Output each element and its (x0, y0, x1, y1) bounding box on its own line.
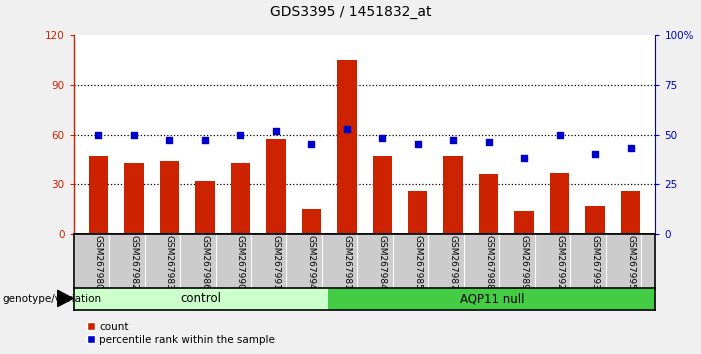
Bar (408, 191, 428, 234)
Text: GDS3395 / 1451832_at: GDS3395 / 1451832_at (270, 5, 431, 19)
Text: GSM267993: GSM267993 (591, 235, 599, 290)
Bar (301, 209, 321, 234)
Point (93, 132, 104, 137)
Point (341, 126, 353, 131)
Text: GSM267991: GSM267991 (271, 235, 280, 290)
Text: GSM267984: GSM267984 (378, 235, 387, 290)
Bar (372, 156, 392, 234)
Point (270, 128, 281, 133)
Text: GSM267980: GSM267980 (94, 235, 103, 290)
Legend: count, percentile rank within the sample: count, percentile rank within the sample (82, 317, 279, 349)
Text: AQP11 null: AQP11 null (460, 292, 524, 305)
Bar (550, 172, 569, 234)
Text: GSM267988: GSM267988 (484, 235, 494, 290)
Point (164, 138, 175, 143)
Text: GSM267994: GSM267994 (307, 235, 316, 290)
Point (448, 138, 459, 143)
Text: GSM267992: GSM267992 (555, 235, 564, 290)
Point (128, 132, 139, 137)
Bar (74, 288, 328, 310)
Point (590, 152, 601, 157)
Bar (231, 162, 250, 234)
Bar (89, 156, 108, 234)
Text: genotype/variation: genotype/variation (2, 294, 101, 304)
Text: GSM267982: GSM267982 (130, 235, 138, 290)
Point (519, 155, 530, 161)
Point (625, 145, 637, 151)
Bar (479, 174, 498, 234)
Bar (515, 211, 534, 234)
Point (483, 139, 494, 145)
Bar (621, 191, 640, 234)
Bar (266, 139, 285, 234)
Bar (160, 161, 179, 234)
Bar (337, 60, 357, 234)
Point (412, 142, 423, 147)
Text: GSM267989: GSM267989 (519, 235, 529, 290)
Text: GSM267981: GSM267981 (342, 235, 351, 290)
Point (199, 138, 210, 143)
Text: GSM267990: GSM267990 (236, 235, 245, 290)
Point (235, 132, 246, 137)
Text: GSM267986: GSM267986 (200, 235, 210, 290)
Bar (585, 206, 605, 234)
Bar (195, 181, 215, 234)
Text: GSM267987: GSM267987 (449, 235, 458, 290)
Bar (444, 156, 463, 234)
Point (554, 132, 565, 137)
Polygon shape (57, 290, 73, 307)
Text: GSM267985: GSM267985 (413, 235, 422, 290)
Bar (328, 288, 655, 310)
Text: GSM267995: GSM267995 (626, 235, 635, 290)
Bar (124, 162, 144, 234)
Text: GSM267983: GSM267983 (165, 235, 174, 290)
Text: control: control (180, 292, 222, 305)
Point (376, 136, 388, 141)
Point (306, 142, 317, 147)
